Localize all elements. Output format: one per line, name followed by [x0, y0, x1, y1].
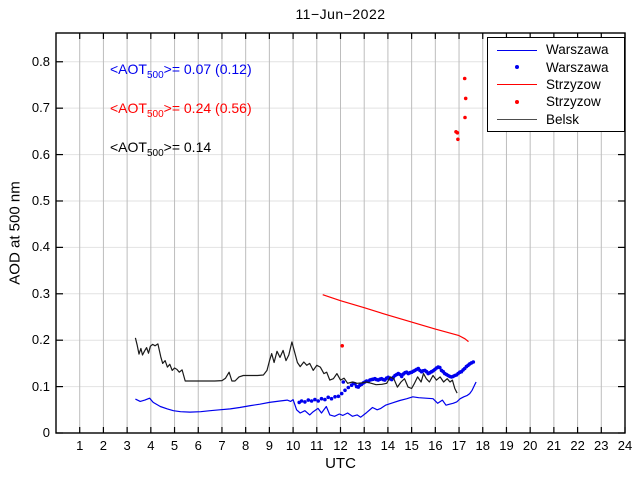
x-tick-label: 15 [404, 438, 419, 453]
series-dot-warszawa [346, 385, 351, 390]
x-tick-label: 14 [380, 438, 396, 453]
legend-label: Warszawa [546, 42, 609, 58]
x-tick-label: 3 [123, 438, 131, 453]
y-tick-label: 0.3 [31, 285, 50, 301]
x-tick-label: 17 [451, 438, 467, 453]
legend-label: Strzyzow [546, 76, 601, 92]
series-dot-warszawa [309, 399, 314, 403]
x-tick-label: 2 [99, 438, 108, 453]
series-dot-warszawa [319, 396, 324, 401]
series-dot-warszawa [313, 397, 317, 402]
y-tick-label: 0.8 [31, 53, 50, 69]
x-axis-label: UTC [325, 455, 356, 472]
dot-sample-icon [495, 59, 539, 76]
x-tick-label: 7 [218, 438, 226, 453]
legend-entry-belsk-line: Belsk [488, 111, 624, 128]
series-line-strzyzow [322, 294, 469, 343]
series-dot-warszawa [339, 391, 344, 396]
legend-entry-warszawa-dot: Warszawa [488, 59, 624, 76]
x-tick-label: 20 [522, 438, 538, 453]
x-tick-label: 21 [546, 438, 562, 453]
aot-annotation-strzyzow: <AOT500>= 0.24 (0.56) [110, 100, 252, 120]
aot-annotation-belsk: <AOT500>= 0.14 [110, 139, 212, 159]
y-tick-label: 0.5 [31, 192, 50, 208]
legend-label: Strzyzow [546, 94, 601, 110]
x-tick-label: 19 [499, 438, 514, 453]
series-dot-warszawa [299, 399, 304, 403]
series-dot-warszawa [306, 398, 311, 402]
series-dot-strzyzow [463, 96, 468, 101]
x-tick-label: 4 [147, 438, 155, 453]
series-dot-warszawa [341, 380, 346, 384]
y-tick-label: 0.2 [31, 332, 50, 348]
series-dot-strzyzow [455, 131, 460, 135]
legend-entry-strzyzow-dot: Strzyzow [488, 93, 624, 110]
y-tick-label: 0 [42, 425, 50, 440]
line-sample-icon [495, 111, 539, 128]
x-tick-label: 24 [617, 438, 633, 453]
series-dot-strzyzow [462, 76, 467, 81]
legend-entry-strzyzow-line: Strzyzow [488, 76, 624, 93]
series-dot-warszawa [323, 397, 327, 402]
series-dot-warszawa [329, 396, 334, 401]
y-tick-label: 0.1 [31, 378, 50, 394]
y-tick-label: 0.4 [31, 239, 50, 255]
x-tick-label: 1 [76, 438, 84, 453]
x-tick-label: 13 [356, 438, 372, 453]
x-tick-label: 16 [428, 438, 443, 453]
x-tick-label: 18 [475, 438, 490, 453]
series-dot-warszawa [326, 395, 331, 400]
series-dot-warszawa [316, 399, 321, 403]
x-tick-label: 10 [285, 438, 301, 453]
series-line-belsk [134, 337, 458, 394]
dot-sample-icon [495, 93, 539, 110]
legend-box: Warszawa Warszawa Strzyzow Strzyzow Bels… [487, 37, 625, 132]
series-dot-strzyzow [340, 344, 345, 348]
line-sample-icon [495, 41, 539, 58]
x-tick-label: 6 [194, 438, 202, 453]
x-tick-label: 11 [310, 438, 324, 453]
legend-label: Belsk [546, 111, 580, 127]
aot-annotation-warszawa: <AOT500>= 0.07 (0.12) [110, 61, 252, 81]
y-tick-label: 0.6 [31, 146, 50, 162]
series-dot-warszawa [471, 360, 476, 364]
line-sample-icon [495, 76, 539, 93]
x-tick-label: 9 [265, 438, 273, 453]
legend-label: Warszawa [546, 59, 609, 75]
series-dot-warszawa [333, 395, 337, 399]
y-tick-label: 0.7 [31, 100, 50, 116]
x-tick-label: 22 [570, 438, 585, 453]
series-dot-warszawa [343, 388, 347, 393]
series-dot-strzyzow [456, 137, 460, 142]
series-dot-warszawa [336, 394, 341, 399]
series-line-warszawa [135, 381, 477, 418]
x-tick-label: 8 [242, 438, 250, 453]
series-dot-warszawa [438, 365, 442, 370]
x-tick-label: 12 [333, 438, 348, 453]
x-tick-label: 5 [170, 438, 179, 453]
chart-title: 11−Jun−2022 [295, 6, 386, 22]
legend-entry-warszawa-line: Warszawa [488, 41, 624, 58]
series-dot-warszawa [303, 400, 307, 404]
x-tick-label: 23 [594, 438, 609, 453]
series-dot-strzyzow [463, 115, 467, 120]
